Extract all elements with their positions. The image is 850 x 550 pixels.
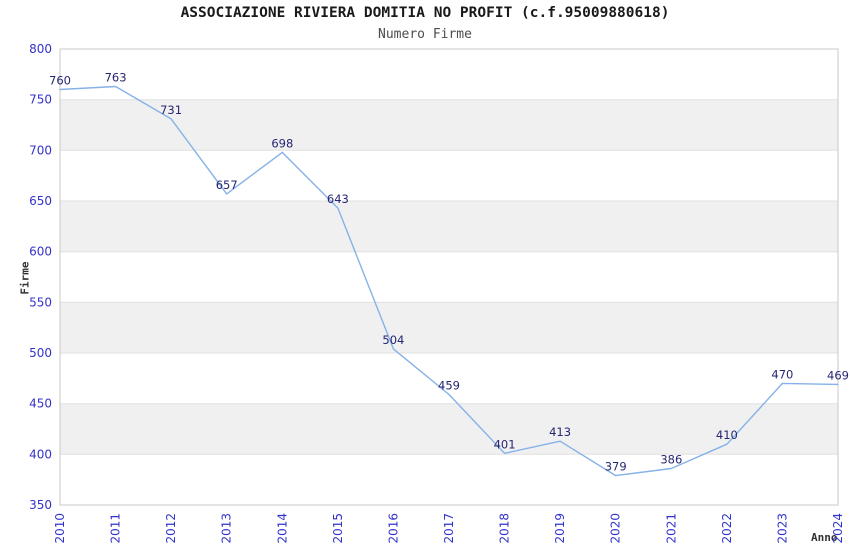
data-point-label: 386	[660, 453, 682, 467]
y-tick-label: 600	[29, 245, 52, 259]
y-tick-label: 550	[29, 295, 52, 309]
x-tick-label: 2010	[53, 513, 67, 544]
plot-border	[59, 48, 839, 506]
data-point-label: 504	[382, 333, 404, 347]
plot-band	[60, 99, 838, 151]
plot-band	[60, 454, 838, 505]
data-point-label: 470	[771, 367, 793, 381]
x-tick-label: 2018	[498, 513, 512, 544]
x-tick-label: 2023	[775, 513, 789, 544]
y-tick-label: 350	[29, 498, 52, 512]
y-tick-label: 800	[29, 42, 52, 56]
data-point-label: 401	[494, 437, 516, 451]
plot-band	[60, 49, 838, 100]
data-point-label: 379	[605, 460, 627, 474]
x-tick-label: 2019	[553, 513, 567, 544]
data-point-label: 459	[438, 379, 460, 393]
plot-band	[60, 251, 838, 303]
y-tick-label: 450	[29, 397, 52, 411]
data-point-label: 657	[216, 178, 238, 192]
data-line	[59, 85, 839, 477]
data-point-label: 731	[160, 103, 182, 117]
x-tick-label: 2020	[609, 513, 623, 544]
x-tick-label: 2024	[831, 513, 845, 544]
chart-title: ASSOCIAZIONE RIVIERA DOMITIA NO PROFIT (…	[180, 5, 670, 21]
chart-subtitle: Numero Firme	[378, 27, 472, 42]
x-tick-label: 2017	[442, 513, 456, 544]
plot-band	[60, 302, 838, 353]
x-tick-label: 2022	[720, 513, 734, 544]
data-point-label: 698	[271, 136, 293, 150]
data-point-label: 643	[327, 192, 349, 206]
x-tick-label: 2011	[109, 513, 123, 544]
data-point-label: 410	[716, 428, 738, 442]
data-point-label: 760	[49, 74, 71, 88]
data-point-label: 413	[549, 425, 571, 439]
x-tick-label: 2021	[664, 513, 678, 544]
x-tick-label: 2014	[275, 513, 289, 544]
y-tick-label: 500	[29, 346, 52, 360]
plot-band	[60, 403, 838, 455]
plot-band	[60, 201, 838, 252]
x-tick-label: 2012	[164, 513, 178, 544]
x-tick-label: 2016	[386, 513, 400, 544]
plot-band	[60, 150, 838, 201]
data-point-label: 469	[827, 368, 849, 382]
x-tick-label: 2013	[220, 513, 234, 544]
x-tick-label: 2015	[331, 513, 345, 544]
data-point-label: 763	[105, 71, 127, 85]
x-axis-title: Anno	[811, 531, 838, 544]
y-tick-label: 750	[29, 93, 52, 107]
y-tick-label: 650	[29, 194, 52, 208]
y-tick-label: 700	[29, 143, 52, 157]
y-tick-label: 400	[29, 447, 52, 461]
